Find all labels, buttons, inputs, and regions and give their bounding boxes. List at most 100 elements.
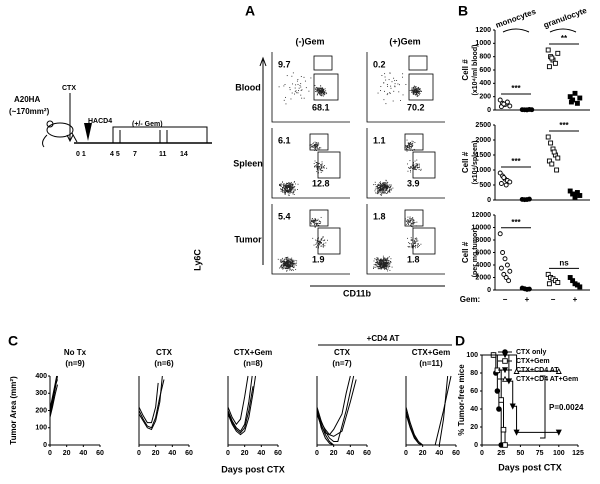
event-dot: [415, 163, 417, 165]
event-dot: [315, 162, 317, 163]
event-dot: [323, 90, 324, 92]
event-dot: [375, 264, 377, 266]
event-dot: [285, 184, 287, 186]
event-dot: [380, 185, 382, 187]
event-dot: [284, 263, 286, 265]
event-dot: [414, 89, 416, 91]
event-dot: [292, 83, 294, 85]
event-dot: [386, 261, 387, 263]
event-dot: [387, 268, 389, 270]
x-tick-label: 60: [452, 450, 460, 457]
event-dot: [413, 242, 415, 244]
y-tick-label: 1200: [475, 27, 491, 34]
tumor-curve: [138, 379, 165, 429]
event-dot: [417, 244, 419, 246]
marker: [494, 388, 501, 394]
event-dot: [308, 90, 310, 92]
event-dot: [415, 88, 417, 90]
event-dot: [383, 265, 385, 267]
x-tick-label: 40: [168, 450, 176, 457]
event-dot: [283, 261, 285, 262]
event-dot: [304, 80, 306, 82]
marker: [507, 103, 513, 109]
event-dot: [417, 246, 419, 247]
marker: [501, 175, 507, 180]
event-dot: [384, 183, 386, 184]
x-tick-label: 100: [553, 450, 565, 457]
y-tick-label: 500: [479, 182, 491, 189]
event-dot: [301, 97, 303, 99]
gate-percent: 70.2: [407, 102, 425, 112]
event-dot: [323, 91, 325, 93]
event-dot: [382, 188, 384, 190]
event-dot: [385, 264, 387, 266]
event-dot: [321, 239, 323, 241]
event-dot: [374, 181, 376, 183]
brace: [502, 28, 530, 33]
event-dot: [411, 144, 413, 146]
event-dot: [320, 92, 322, 94]
marker: [497, 97, 503, 103]
event-dot: [413, 91, 415, 93]
event-dot: [314, 145, 316, 147]
y-tick-label: 1000: [475, 167, 491, 174]
event-dot: [414, 239, 416, 241]
event-dot: [381, 187, 383, 189]
event-dot: [414, 94, 416, 96]
gate: [317, 227, 341, 255]
event-dot: [314, 223, 315, 225]
event-dot: [387, 190, 389, 192]
event-dot: [287, 182, 289, 184]
marker: [552, 60, 558, 66]
event-dot: [283, 185, 284, 187]
event-dot: [289, 264, 291, 266]
event-dot: [406, 139, 408, 141]
event-dot: [312, 146, 314, 148]
event-dot: [315, 147, 317, 149]
marker: [529, 107, 535, 113]
event-dot: [289, 188, 291, 190]
event-dot: [286, 267, 288, 269]
event-dot: [317, 237, 319, 239]
y-tick-label: 8000: [475, 237, 491, 244]
x-tick-label: 25: [497, 450, 505, 457]
x-axis-label: Days post CTX: [221, 464, 285, 474]
event-dot: [290, 265, 291, 266]
event-dot: [287, 185, 289, 187]
event-dot: [413, 85, 415, 87]
event-dot: [289, 261, 291, 263]
event-dot: [387, 192, 389, 194]
event-dot: [408, 223, 410, 225]
event-dot: [418, 163, 420, 165]
event-dot: [315, 223, 316, 225]
event-dot: [411, 88, 413, 90]
event-dot: [392, 187, 394, 189]
event-dot: [411, 140, 413, 142]
event-dot: [315, 242, 317, 244]
event-dot: [284, 261, 286, 263]
event-dot: [320, 147, 322, 149]
event-dot: [386, 94, 388, 96]
event-dot: [287, 259, 288, 261]
event-dot: [284, 188, 286, 190]
event-dot: [375, 262, 376, 264]
event-dot: [396, 79, 398, 81]
event-dot: [376, 260, 378, 262]
row-label: Blood: [235, 82, 261, 92]
event-dot: [382, 190, 384, 192]
event-dot: [412, 223, 414, 225]
event-dot: [385, 263, 387, 265]
row-label: Spleen: [233, 158, 263, 168]
event-dot: [324, 245, 326, 247]
event-dot: [378, 192, 380, 194]
event-dot: [381, 188, 383, 190]
event-dot: [291, 188, 293, 190]
event-dot: [408, 246, 410, 248]
event-dot: [305, 87, 307, 89]
event-dot: [408, 219, 410, 221]
event-dot: [386, 182, 388, 184]
event-dot: [303, 97, 305, 99]
event-dot: [315, 142, 317, 144]
event-dot: [313, 220, 315, 222]
event-dot: [377, 190, 379, 192]
